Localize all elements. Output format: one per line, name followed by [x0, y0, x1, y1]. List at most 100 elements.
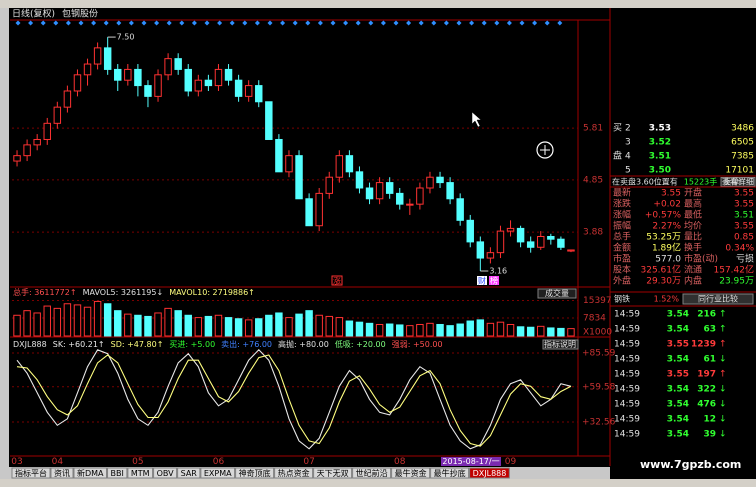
signal-diamond[interactable]	[343, 20, 349, 26]
signal-diamond[interactable]	[65, 20, 71, 26]
signal-diamond[interactable]	[91, 20, 97, 26]
period-label[interactable]: 日线(复权)	[12, 8, 55, 20]
signal-diamond[interactable]	[141, 20, 147, 26]
signal-diamond[interactable]	[78, 20, 84, 26]
signal-diamond[interactable]	[469, 20, 475, 26]
tab-box[interactable]	[11, 467, 51, 479]
tick-arrow: ↓	[719, 400, 727, 410]
signal-diamond[interactable]	[116, 20, 122, 26]
signal-diamond[interactable]	[406, 20, 412, 26]
tab-box[interactable]	[200, 467, 236, 479]
status-bar	[0, 479, 756, 487]
signal-diamond[interactable]	[519, 20, 525, 26]
signal-diamond[interactable]	[431, 20, 437, 26]
signal-diamond[interactable]	[103, 20, 109, 26]
tab-label[interactable]: OBV	[157, 469, 175, 478]
event-tag[interactable]: 榜	[490, 276, 498, 286]
tab-box[interactable]	[469, 467, 510, 479]
tab-label[interactable]: EXPMA	[204, 469, 232, 478]
signal-diamond[interactable]	[494, 20, 500, 26]
event-tag-box[interactable]	[477, 276, 487, 285]
stat-label: 总手	[613, 231, 631, 243]
tab-label[interactable]: 资讯	[54, 468, 70, 478]
tab-label[interactable]: 最牛资金	[395, 468, 427, 478]
tab-box[interactable]	[274, 467, 314, 479]
event-tag-box[interactable]	[489, 276, 499, 285]
signal-diamond[interactable]	[532, 20, 538, 26]
signal-diamond[interactable]	[15, 20, 21, 26]
notice-button[interactable]: 查看详细	[722, 177, 754, 187]
industry-button[interactable]: 同行业比较	[698, 294, 738, 304]
tab-box[interactable]	[235, 467, 275, 479]
volume-button[interactable]: 成交量	[545, 288, 569, 298]
candle-body	[486, 252, 495, 259]
tab-label[interactable]: MTM	[131, 469, 150, 478]
indicator-button[interactable]: 指标说明	[544, 339, 576, 349]
tab-label[interactable]: 新DMA	[77, 468, 104, 478]
industry-button-box[interactable]	[682, 293, 754, 305]
tab-label[interactable]: 神奇顶底	[239, 468, 271, 478]
signal-diamond[interactable]	[456, 20, 462, 26]
tab-label[interactable]: 世纪前沿	[356, 468, 388, 478]
signal-diamond[interactable]	[443, 20, 449, 26]
signal-diamond[interactable]	[368, 20, 374, 26]
signal-diamond[interactable]	[355, 20, 361, 26]
tab-box[interactable]	[177, 467, 201, 479]
tab-box[interactable]	[127, 467, 154, 479]
signal-diamond[interactable]	[154, 20, 160, 26]
tab-box[interactable]	[430, 467, 470, 479]
tab-label[interactable]: 指标平台	[15, 468, 47, 478]
event-tag[interactable]: 财	[478, 276, 486, 286]
signal-diamond[interactable]	[166, 20, 172, 26]
volume-bar	[275, 312, 283, 337]
signal-diamond[interactable]	[280, 20, 286, 26]
left-tab-strip[interactable]	[0, 8, 9, 478]
tab-label[interactable]: 天下无双	[317, 469, 349, 478]
tab-label[interactable]: SAR	[181, 469, 198, 478]
signal-diamond[interactable]	[544, 20, 550, 26]
signal-diamond[interactable]	[128, 20, 134, 26]
tab-box[interactable]	[107, 467, 128, 479]
signal-diamond[interactable]	[292, 20, 298, 26]
signal-diamond[interactable]	[242, 20, 248, 26]
signal-diamond[interactable]	[204, 20, 210, 26]
tab-box[interactable]	[73, 467, 108, 479]
volume-bar	[63, 303, 72, 337]
signal-diamond[interactable]	[40, 20, 46, 26]
signal-diamond[interactable]	[305, 20, 311, 26]
book-volume: 6505	[731, 138, 754, 148]
tab-box[interactable]	[313, 467, 353, 479]
tab-box[interactable]	[352, 467, 392, 479]
event-tag[interactable]: 涨	[333, 276, 341, 286]
signal-diamond[interactable]	[267, 20, 273, 26]
signal-diamond[interactable]	[191, 20, 197, 26]
tab-label[interactable]: 最牛抄底	[434, 468, 466, 478]
signal-diamond[interactable]	[179, 20, 185, 26]
candle-body	[385, 182, 394, 194]
tab-label[interactable]: BBI	[111, 469, 124, 478]
signal-diamond[interactable]	[217, 20, 223, 26]
tab-box[interactable]	[50, 467, 74, 479]
indicator-button-box[interactable]	[542, 339, 579, 350]
signal-diamond[interactable]	[557, 20, 563, 26]
tab-label[interactable]: 热点资金	[278, 468, 310, 478]
signal-diamond[interactable]	[393, 20, 399, 26]
signal-diamond[interactable]	[53, 20, 59, 26]
signal-diamond[interactable]	[380, 20, 386, 26]
stat-value: 577.0	[655, 255, 681, 265]
signal-diamond[interactable]	[506, 20, 512, 26]
tab-box[interactable]	[153, 467, 178, 479]
tab-box[interactable]	[391, 467, 431, 479]
signal-diamond[interactable]	[418, 20, 424, 26]
event-tag-box[interactable]	[331, 275, 343, 286]
signal-diamond[interactable]	[229, 20, 235, 26]
signal-diamond[interactable]	[254, 20, 260, 26]
signal-diamond[interactable]	[28, 20, 34, 26]
candle-body	[345, 155, 354, 173]
signal-diamond[interactable]	[330, 20, 336, 26]
tab-label[interactable]: DXJL888	[473, 469, 507, 478]
volume-button-box[interactable]	[537, 288, 577, 299]
signal-diamond[interactable]	[317, 20, 323, 26]
candle-body	[13, 155, 21, 162]
signal-diamond[interactable]	[481, 20, 487, 26]
